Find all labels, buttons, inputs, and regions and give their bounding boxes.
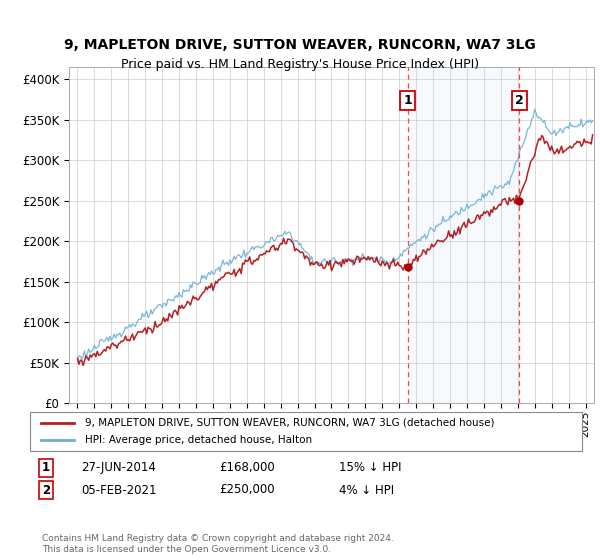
Text: £168,000: £168,000 bbox=[219, 461, 275, 474]
Text: 9, MAPLETON DRIVE, SUTTON WEAVER, RUNCORN, WA7 3LG: 9, MAPLETON DRIVE, SUTTON WEAVER, RUNCOR… bbox=[64, 38, 536, 52]
Text: Price paid vs. HM Land Registry's House Price Index (HPI): Price paid vs. HM Land Registry's House … bbox=[121, 58, 479, 71]
Text: 2: 2 bbox=[515, 94, 524, 108]
Text: £250,000: £250,000 bbox=[219, 483, 275, 497]
Bar bbox=[408, 67, 519, 403]
Text: 1: 1 bbox=[42, 461, 50, 474]
Text: 1: 1 bbox=[403, 94, 412, 108]
Text: 9, MAPLETON DRIVE, SUTTON WEAVER, RUNCORN, WA7 3LG (detached house): 9, MAPLETON DRIVE, SUTTON WEAVER, RUNCOR… bbox=[85, 418, 494, 428]
Text: Contains HM Land Registry data © Crown copyright and database right 2024.
This d: Contains HM Land Registry data © Crown c… bbox=[42, 534, 394, 554]
Text: 2: 2 bbox=[42, 483, 50, 497]
Text: HPI: Average price, detached house, Halton: HPI: Average price, detached house, Halt… bbox=[85, 435, 313, 445]
Text: 15% ↓ HPI: 15% ↓ HPI bbox=[339, 461, 401, 474]
Text: 4% ↓ HPI: 4% ↓ HPI bbox=[339, 483, 394, 497]
Text: 27-JUN-2014: 27-JUN-2014 bbox=[81, 461, 156, 474]
FancyBboxPatch shape bbox=[30, 412, 582, 451]
Text: 05-FEB-2021: 05-FEB-2021 bbox=[81, 483, 157, 497]
